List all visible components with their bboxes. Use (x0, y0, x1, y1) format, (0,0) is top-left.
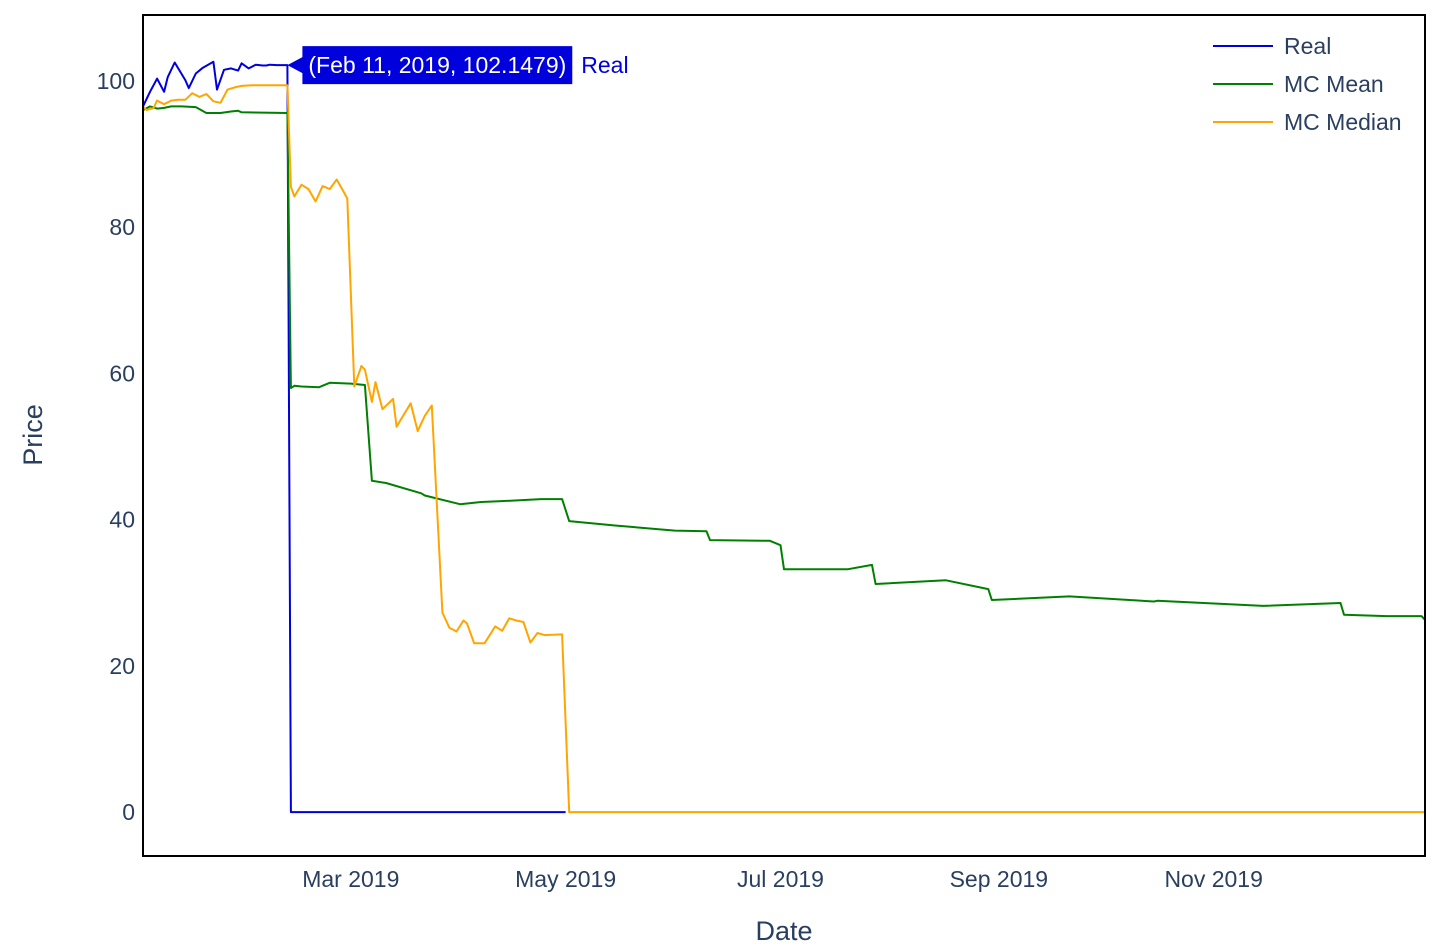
legend-item-mc-median[interactable]: MC Median (1213, 109, 1402, 135)
plot-background (143, 15, 1425, 856)
y-tick-label: 60 (109, 360, 135, 386)
legend-label: MC Mean (1284, 71, 1384, 97)
legend[interactable]: Real MC Mean MC Median (1213, 33, 1402, 135)
y-tick-label: 80 (109, 214, 135, 240)
y-tick-label: 100 (97, 68, 135, 94)
series-line-mc-median[interactable] (142, 84, 1425, 814)
hover-box (287, 46, 573, 85)
series-line-real[interactable] (142, 60, 566, 814)
hover-label: (Feb 11, 2019, 102.1479) (308, 52, 566, 78)
x-tick-label: Mar 2019 (302, 866, 399, 892)
legend-item-real[interactable]: Real (1213, 33, 1331, 59)
series-layer (142, 60, 1426, 814)
legend-item-mc-mean[interactable]: MC Mean (1213, 71, 1384, 97)
x-tick-label: May 2019 (515, 866, 616, 892)
hover-series-name: Real (581, 52, 628, 78)
legend-label: MC Median (1284, 109, 1402, 135)
x-tick-label: Jul 2019 (737, 866, 824, 892)
x-tick-label: Sep 2019 (950, 866, 1048, 892)
y-tick-label: 20 (109, 653, 135, 679)
x-axis: Mar 2019 May 2019 Jul 2019 Sep 2019 Nov 2019 (302, 866, 1263, 892)
y-tick-label: 40 (109, 507, 135, 533)
y-axis-title: Price (18, 404, 48, 466)
x-tick-label: Nov 2019 (1164, 866, 1262, 892)
y-tick-label: 0 (122, 799, 135, 825)
legend-label: Real (1284, 33, 1331, 59)
plot-frame (142, 14, 1426, 857)
x-axis-title: Date (755, 916, 812, 946)
y-axis: 0 20 40 60 80 100 (97, 68, 135, 825)
series-line-mc-mean[interactable] (142, 105, 1426, 621)
hover-tooltip: (Feb 11, 2019, 102.1479) Real (287, 46, 629, 85)
